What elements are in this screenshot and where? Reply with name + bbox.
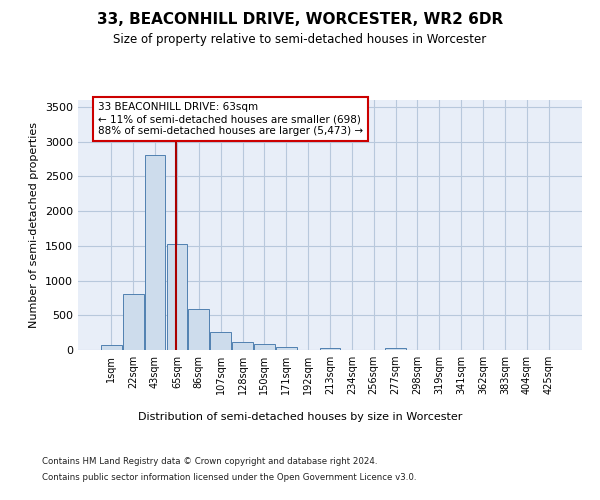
Bar [167, 244, 187, 350]
Bar [254, 344, 275, 350]
Bar [145, 155, 166, 350]
Bar [101, 345, 122, 350]
Y-axis label: Number of semi-detached properties: Number of semi-detached properties [29, 122, 40, 328]
Bar [385, 348, 406, 350]
Text: Distribution of semi-detached houses by size in Worcester: Distribution of semi-detached houses by … [138, 412, 462, 422]
Text: Size of property relative to semi-detached houses in Worcester: Size of property relative to semi-detach… [113, 32, 487, 46]
Text: 33 BEACONHILL DRIVE: 63sqm
← 11% of semi-detached houses are smaller (698)
88% o: 33 BEACONHILL DRIVE: 63sqm ← 11% of semi… [98, 102, 363, 136]
Bar [320, 348, 340, 350]
Bar [188, 308, 209, 350]
Bar [210, 332, 231, 350]
Bar [276, 347, 296, 350]
Text: Contains HM Land Registry data © Crown copyright and database right 2024.: Contains HM Land Registry data © Crown c… [42, 458, 377, 466]
Text: 33, BEACONHILL DRIVE, WORCESTER, WR2 6DR: 33, BEACONHILL DRIVE, WORCESTER, WR2 6DR [97, 12, 503, 28]
Bar [232, 342, 253, 350]
Text: Contains public sector information licensed under the Open Government Licence v3: Contains public sector information licen… [42, 472, 416, 482]
Bar [123, 294, 143, 350]
